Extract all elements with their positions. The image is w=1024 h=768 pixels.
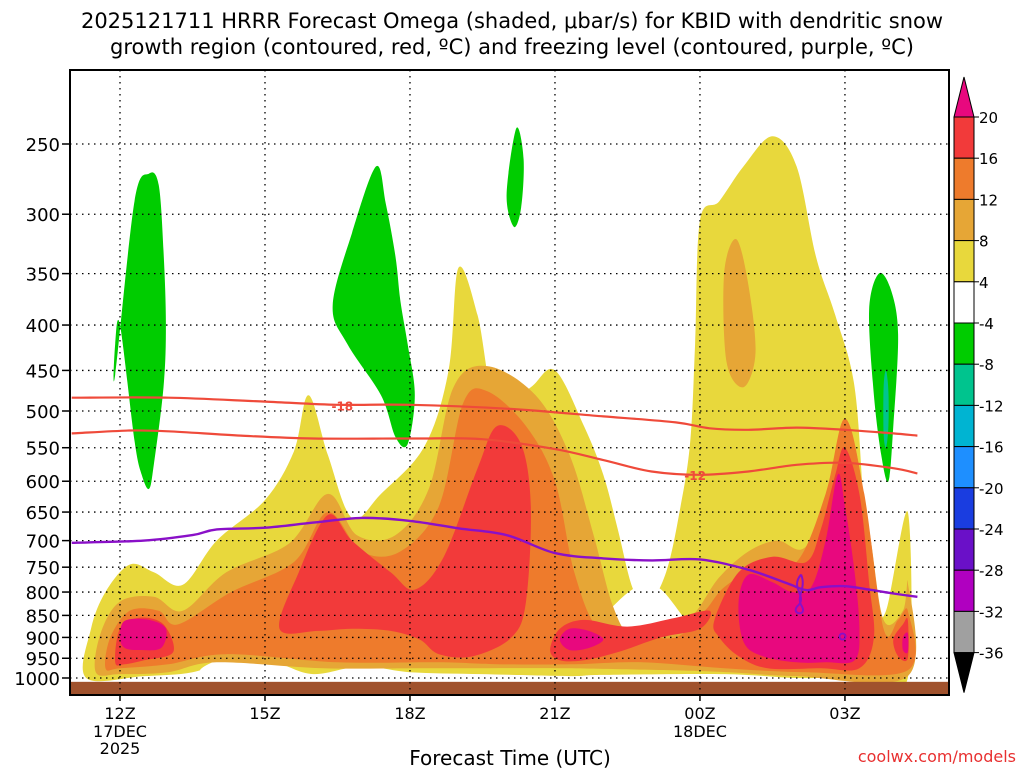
x-axis-label: Forecast Time (UTC) [409, 746, 611, 768]
chart-title-line2: growth region (contoured, red, ºC) and f… [110, 35, 914, 59]
colorbar: 20 16 12 8 4 -4 -8 -12 -16 -20 -24 -28 -32 -36 [953, 76, 1004, 693]
colorbar-label: -32 [979, 603, 1004, 621]
x-tick-label: 15Z [249, 704, 280, 723]
chart-title-line1: 2025121711 HRRR Forecast Omega (shaded, … [81, 9, 943, 33]
y-tick-label: 400 [26, 316, 60, 337]
colorbar-label: -16 [979, 439, 1004, 457]
dgz-contour-label: -18 [331, 400, 353, 414]
colorbar-label: -12 [979, 397, 1004, 415]
colorbar-bin [953, 198, 975, 242]
y-tick-label: 500 [26, 402, 60, 423]
colorbar-bin [953, 240, 975, 283]
y-tick-label: 550 [26, 439, 60, 460]
y-tick-label: 900 [26, 628, 60, 649]
colorbar-bin [953, 281, 975, 324]
x-tick-date: 18DEC [673, 722, 727, 741]
freezing-level-contour [71, 516, 918, 598]
freezing-level-dot [838, 632, 847, 641]
omega-region-magenta [902, 632, 909, 654]
x-tick-label: 00Z [684, 704, 715, 723]
omega-region-magenta [559, 628, 604, 651]
omega-region-green [506, 127, 524, 228]
omega-region-green [113, 172, 166, 490]
y-axis: 2503003504004505005506006507007508008509… [14, 135, 70, 690]
colorbar-label: 16 [979, 150, 998, 168]
colorbar-bin [953, 487, 975, 530]
colorbar-label: 12 [979, 191, 998, 209]
x-tick-label: 18Z [394, 704, 425, 723]
ground-bar [70, 681, 949, 695]
colorbar-bin [953, 363, 975, 406]
colorbar-label: -28 [979, 562, 1004, 580]
freezing-level-loop [794, 573, 804, 615]
watermark: coolwx.com/models [858, 747, 1016, 766]
omega-region-red [279, 425, 531, 658]
colorbar-top-arrow [953, 76, 975, 118]
colorbar-bin [953, 322, 975, 365]
colorbar-bin [953, 116, 975, 159]
colorbar-label: 8 [979, 233, 989, 251]
colorbar-label: -20 [979, 480, 1004, 498]
omega-shading [82, 127, 917, 691]
y-tick-label: 800 [26, 583, 60, 604]
plot-frame [69, 69, 950, 696]
colorbar-label: 4 [979, 274, 989, 292]
omega-region-orange [723, 238, 756, 388]
colorbar-bin [953, 610, 975, 654]
colorbar-bin [953, 404, 975, 448]
y-tick-label: 250 [26, 135, 60, 156]
y-tick-label: 850 [26, 606, 60, 627]
omega-region-red [550, 610, 711, 662]
x-tick-date: 17DEC [93, 722, 147, 741]
colorbar-label: 20 [979, 109, 998, 127]
dgz-contour [71, 429, 918, 476]
y-tick-label: 750 [26, 558, 60, 579]
colorbar-label: -4 [979, 315, 994, 333]
x-tick-year: 2025 [100, 739, 141, 758]
grid-lines [70, 70, 949, 695]
colorbar-label: -8 [979, 356, 994, 374]
y-tick-label: 450 [26, 361, 60, 382]
ground-surface [70, 681, 949, 695]
y-tick-label: 350 [26, 265, 60, 286]
dgz-contour-label: -12 [684, 469, 706, 483]
x-tick-label: 03Z [829, 704, 860, 723]
colorbar-bin [953, 528, 975, 571]
omega-region-magenta [120, 618, 167, 651]
y-tick-label: 650 [26, 503, 60, 524]
colorbar-bin [953, 157, 975, 200]
omega-region-green [332, 165, 415, 448]
y-tick-label: 950 [26, 649, 60, 670]
colorbar-label: -24 [979, 521, 1004, 539]
contour-lines: -18 -12 [71, 396, 918, 641]
x-tick-label: 21Z [539, 704, 570, 723]
y-tick-label: 700 [26, 532, 60, 553]
y-tick-label: 1000 [14, 669, 60, 690]
dgz-contour [71, 396, 918, 437]
omega-region-teal [883, 370, 889, 448]
y-tick-label: 300 [26, 205, 60, 226]
y-tick-label: 600 [26, 472, 60, 493]
omega-region-green [868, 272, 899, 483]
colorbar-bottom-arrow [953, 652, 975, 693]
colorbar-bin [953, 446, 975, 489]
omega-region-magenta [738, 473, 860, 664]
colorbar-bin [953, 569, 975, 612]
colorbar-label: -36 [979, 645, 1004, 663]
x-tick-label: 12Z [104, 704, 135, 723]
